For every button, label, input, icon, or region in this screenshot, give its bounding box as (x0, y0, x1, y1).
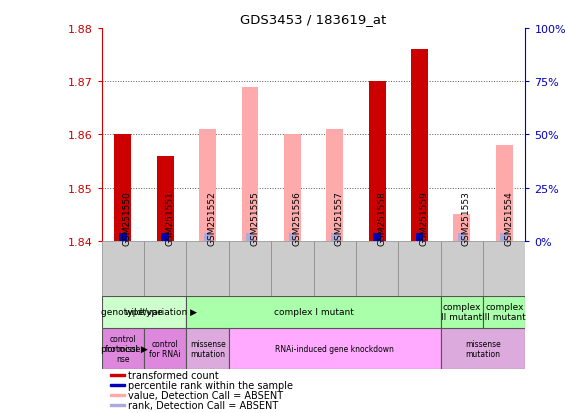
Bar (110, 394, 125, 396)
Bar (369, 82, 385, 241)
Text: GSM251557: GSM251557 (334, 191, 344, 246)
Text: percentile rank within the sample: percentile rank within the sample (128, 380, 293, 390)
Text: missense
mutation: missense mutation (190, 339, 225, 358)
Text: GSM251558: GSM251558 (377, 191, 386, 246)
Bar (119, 233, 127, 241)
Bar (246, 233, 254, 241)
Bar (327, 130, 344, 241)
Bar (157, 157, 173, 241)
Bar (501, 233, 508, 241)
FancyBboxPatch shape (102, 296, 186, 328)
Text: wildtype: wildtype (125, 307, 163, 316)
FancyBboxPatch shape (186, 241, 229, 296)
Text: complex I mutant: complex I mutant (273, 307, 354, 316)
Bar (496, 146, 513, 241)
Bar (242, 87, 259, 241)
Bar (416, 233, 423, 241)
Bar (162, 233, 169, 241)
FancyBboxPatch shape (229, 328, 441, 370)
Bar (458, 233, 466, 241)
Text: GSM251553: GSM251553 (462, 191, 471, 246)
Text: value, Detection Call = ABSENT: value, Detection Call = ABSENT (128, 390, 283, 400)
Text: GSM251551: GSM251551 (165, 191, 174, 246)
Bar (114, 135, 131, 241)
Text: GSM251554: GSM251554 (504, 191, 513, 246)
Text: complex
II mutant: complex II mutant (441, 302, 483, 321)
Bar (453, 215, 470, 241)
Text: complex
III mutant: complex III mutant (483, 302, 526, 321)
FancyBboxPatch shape (229, 241, 271, 296)
Text: GSM251552: GSM251552 (208, 191, 216, 246)
FancyBboxPatch shape (102, 241, 144, 296)
Text: genotype/variation ▶: genotype/variation ▶ (101, 307, 197, 316)
FancyBboxPatch shape (398, 241, 441, 296)
Text: control
for misse
nse: control for misse nse (105, 334, 141, 363)
FancyBboxPatch shape (441, 241, 483, 296)
Bar (110, 384, 125, 387)
FancyBboxPatch shape (483, 296, 525, 328)
FancyBboxPatch shape (314, 241, 356, 296)
FancyBboxPatch shape (441, 296, 483, 328)
Text: control
for RNAi: control for RNAi (150, 339, 181, 358)
FancyBboxPatch shape (186, 296, 441, 328)
Bar (284, 135, 301, 241)
Bar (289, 233, 296, 241)
Bar (331, 233, 338, 241)
FancyBboxPatch shape (483, 241, 525, 296)
FancyBboxPatch shape (144, 328, 186, 370)
Text: GSM251550: GSM251550 (123, 191, 132, 246)
Title: GDS3453 / 183619_at: GDS3453 / 183619_at (241, 13, 386, 26)
FancyBboxPatch shape (271, 241, 314, 296)
Bar (373, 233, 381, 241)
Text: protocol ▶: protocol ▶ (101, 344, 147, 353)
Text: GSM251556: GSM251556 (293, 191, 301, 246)
Bar (204, 233, 211, 241)
Bar (110, 374, 125, 377)
Bar (110, 404, 125, 406)
Text: GSM251559: GSM251559 (419, 191, 428, 246)
FancyBboxPatch shape (144, 241, 186, 296)
FancyBboxPatch shape (356, 241, 398, 296)
Text: rank, Detection Call = ABSENT: rank, Detection Call = ABSENT (128, 400, 278, 410)
FancyBboxPatch shape (186, 328, 229, 370)
Text: transformed count: transformed count (128, 370, 219, 380)
Text: RNAi-induced gene knockdown: RNAi-induced gene knockdown (275, 344, 394, 353)
Bar (199, 130, 216, 241)
Text: GSM251555: GSM251555 (250, 191, 259, 246)
Bar (411, 50, 428, 241)
FancyBboxPatch shape (441, 328, 525, 370)
FancyBboxPatch shape (102, 328, 144, 370)
Text: missense
mutation: missense mutation (465, 339, 501, 358)
